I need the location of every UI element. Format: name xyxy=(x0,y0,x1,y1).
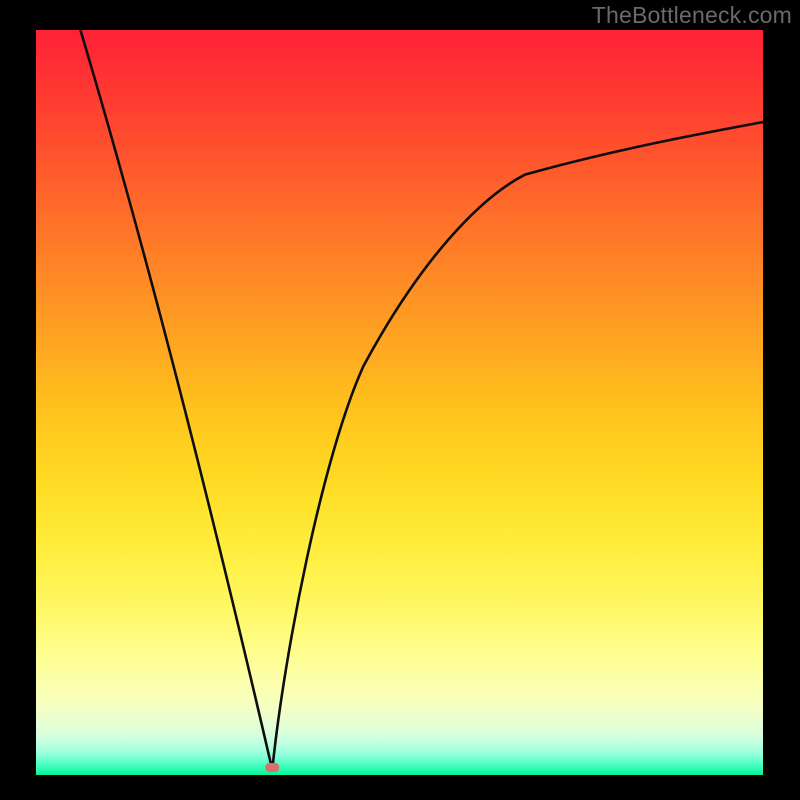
minimum-marker xyxy=(265,763,279,772)
watermark-label: TheBottleneck.com xyxy=(592,2,792,29)
plot-area xyxy=(36,30,763,775)
chart-container: TheBottleneck.com xyxy=(0,0,800,800)
bottleneck-curve xyxy=(36,30,763,775)
